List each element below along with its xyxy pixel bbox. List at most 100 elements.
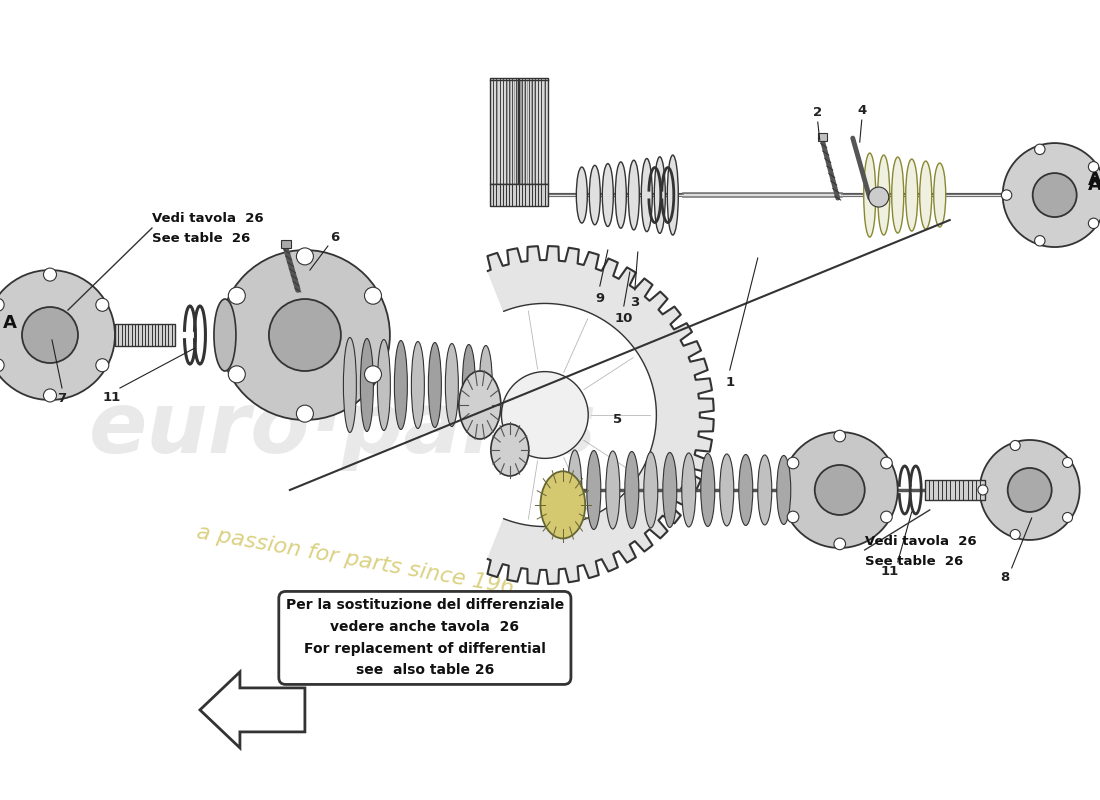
Ellipse shape bbox=[606, 451, 619, 529]
Circle shape bbox=[881, 511, 892, 522]
Text: 2: 2 bbox=[813, 106, 823, 118]
Circle shape bbox=[1008, 468, 1052, 512]
Text: 3: 3 bbox=[630, 295, 639, 309]
Bar bbox=[490, 184, 548, 206]
Circle shape bbox=[1088, 218, 1099, 229]
Text: 7: 7 bbox=[57, 391, 66, 405]
Polygon shape bbox=[200, 672, 305, 748]
Bar bbox=[280, 240, 290, 248]
Ellipse shape bbox=[343, 338, 356, 433]
Circle shape bbox=[1001, 190, 1012, 200]
Text: 9: 9 bbox=[595, 291, 604, 305]
Text: Per la sostituzione del differenziale
vedere anche tavola  26
For replacement of: Per la sostituzione del differenziale ve… bbox=[286, 598, 564, 678]
Circle shape bbox=[1010, 530, 1020, 539]
Circle shape bbox=[782, 432, 898, 548]
Bar bbox=[490, 78, 548, 184]
Ellipse shape bbox=[446, 343, 459, 426]
Circle shape bbox=[869, 187, 889, 207]
Ellipse shape bbox=[428, 342, 441, 427]
Ellipse shape bbox=[590, 166, 601, 225]
Bar bbox=[817, 133, 827, 141]
Text: See table  26: See table 26 bbox=[152, 231, 250, 245]
Text: 4: 4 bbox=[857, 103, 867, 117]
Ellipse shape bbox=[411, 342, 425, 429]
Ellipse shape bbox=[576, 167, 587, 223]
Ellipse shape bbox=[628, 160, 639, 230]
Circle shape bbox=[364, 366, 382, 383]
Text: a passion for parts since 196: a passion for parts since 196 bbox=[195, 522, 516, 598]
Ellipse shape bbox=[864, 153, 876, 237]
Circle shape bbox=[834, 430, 846, 442]
Text: 1: 1 bbox=[725, 375, 735, 389]
Circle shape bbox=[834, 538, 846, 550]
Ellipse shape bbox=[540, 471, 585, 538]
Ellipse shape bbox=[213, 299, 235, 371]
Ellipse shape bbox=[668, 155, 679, 235]
Circle shape bbox=[268, 299, 341, 371]
Circle shape bbox=[0, 298, 4, 311]
Circle shape bbox=[1063, 513, 1072, 522]
Ellipse shape bbox=[459, 371, 500, 439]
Ellipse shape bbox=[377, 339, 390, 430]
Ellipse shape bbox=[892, 157, 904, 233]
Circle shape bbox=[502, 372, 588, 458]
Circle shape bbox=[229, 287, 245, 304]
Text: 11: 11 bbox=[102, 390, 121, 403]
Ellipse shape bbox=[480, 346, 493, 425]
Circle shape bbox=[980, 440, 1080, 540]
Circle shape bbox=[229, 366, 245, 383]
Text: euro: euro bbox=[88, 389, 310, 471]
Ellipse shape bbox=[615, 162, 626, 228]
Ellipse shape bbox=[663, 453, 676, 527]
Circle shape bbox=[1003, 143, 1100, 247]
Ellipse shape bbox=[491, 424, 529, 476]
Ellipse shape bbox=[701, 454, 715, 526]
Ellipse shape bbox=[586, 450, 601, 530]
Text: See table  26: See table 26 bbox=[865, 555, 962, 569]
Text: A: A bbox=[3, 314, 16, 332]
Ellipse shape bbox=[395, 341, 407, 430]
Ellipse shape bbox=[361, 338, 373, 431]
Circle shape bbox=[96, 358, 109, 372]
Text: 10: 10 bbox=[615, 311, 632, 325]
Ellipse shape bbox=[568, 450, 582, 530]
Ellipse shape bbox=[878, 155, 890, 235]
Ellipse shape bbox=[739, 454, 752, 526]
Text: 6: 6 bbox=[330, 230, 340, 243]
Circle shape bbox=[1063, 458, 1072, 467]
Ellipse shape bbox=[625, 451, 639, 529]
Circle shape bbox=[364, 287, 382, 304]
Text: A: A bbox=[1088, 171, 1100, 189]
Ellipse shape bbox=[777, 455, 791, 525]
Circle shape bbox=[296, 248, 314, 265]
Polygon shape bbox=[487, 246, 714, 584]
Ellipse shape bbox=[758, 455, 772, 525]
Ellipse shape bbox=[644, 452, 658, 528]
Text: 5: 5 bbox=[613, 414, 623, 426]
Circle shape bbox=[220, 250, 389, 420]
Ellipse shape bbox=[603, 164, 614, 226]
Circle shape bbox=[1010, 441, 1020, 450]
Circle shape bbox=[815, 465, 865, 515]
Circle shape bbox=[788, 458, 799, 469]
Ellipse shape bbox=[682, 453, 696, 527]
Circle shape bbox=[788, 511, 799, 522]
Circle shape bbox=[22, 307, 78, 363]
Bar bbox=[116, 324, 175, 346]
Circle shape bbox=[1035, 235, 1045, 246]
Ellipse shape bbox=[920, 161, 932, 229]
Circle shape bbox=[0, 270, 116, 400]
Circle shape bbox=[1033, 173, 1077, 217]
Circle shape bbox=[0, 358, 4, 372]
Bar bbox=[925, 480, 985, 500]
Ellipse shape bbox=[462, 345, 475, 426]
Circle shape bbox=[978, 485, 988, 495]
Circle shape bbox=[96, 298, 109, 311]
Circle shape bbox=[881, 458, 892, 469]
Ellipse shape bbox=[719, 454, 734, 526]
Text: 8: 8 bbox=[1000, 571, 1010, 585]
Text: 11: 11 bbox=[881, 566, 899, 578]
Text: Vedi tavola  26: Vedi tavola 26 bbox=[152, 211, 264, 225]
Circle shape bbox=[1088, 162, 1099, 172]
Ellipse shape bbox=[654, 157, 666, 234]
